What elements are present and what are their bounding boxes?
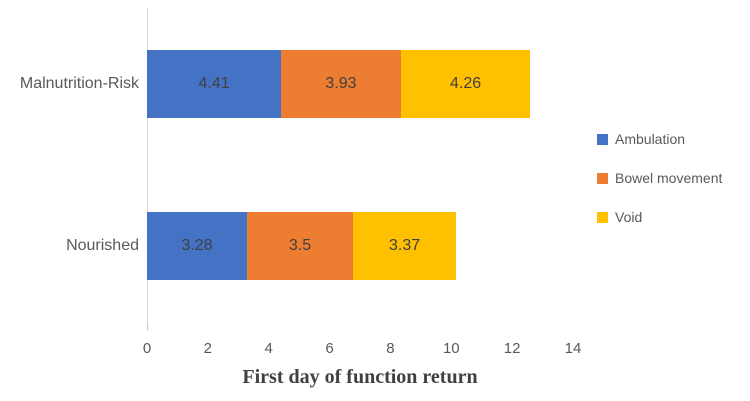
- bar-segment: 4.41: [147, 50, 282, 118]
- x-tick-label: 0: [142, 340, 152, 357]
- category-label: Nourished: [66, 237, 139, 254]
- bar-segment: 3.28: [147, 212, 247, 280]
- data-label: 3.93: [325, 75, 357, 92]
- x-tick-label: 10: [442, 340, 460, 357]
- x-tick-label: 4: [264, 340, 273, 357]
- bar-segment: 4.26: [400, 50, 531, 118]
- category-axis-line: [147, 8, 148, 324]
- legend-item: Bowel movement: [597, 170, 722, 186]
- bar-segment: 3.5: [246, 212, 354, 280]
- legend-label: Ambulation: [615, 131, 686, 147]
- legend-label: Bowel movement: [615, 170, 723, 186]
- legend: Ambulation Bowel movement Void: [597, 131, 722, 248]
- x-tick-label: 12: [503, 340, 521, 357]
- category-label: Malnutrition-Risk: [19, 75, 139, 92]
- bar-segment: 3.93: [281, 50, 401, 118]
- x-tick-label: 8: [386, 340, 395, 357]
- data-label: 3.28: [181, 237, 213, 254]
- legend-item: Void: [597, 209, 722, 225]
- data-label: 4.41: [198, 75, 230, 92]
- legend-swatch-icon: [597, 211, 608, 223]
- legend-item: Ambulation: [597, 131, 722, 147]
- legend-swatch-icon: [597, 133, 608, 145]
- x-tick-label: 6: [325, 340, 334, 357]
- x-tick-label: 14: [564, 340, 582, 357]
- data-label: 4.26: [450, 75, 482, 92]
- legend-label: Void: [615, 209, 643, 225]
- x-axis-title: First day of function return: [242, 366, 478, 388]
- bar-segment: 3.37: [353, 212, 456, 280]
- data-label: 3.5: [288, 237, 312, 254]
- legend-swatch-icon: [597, 172, 608, 184]
- zero-tick-mark: [147, 324, 148, 330]
- data-label: 3.37: [388, 237, 421, 254]
- x-tick-label: 2: [203, 340, 213, 357]
